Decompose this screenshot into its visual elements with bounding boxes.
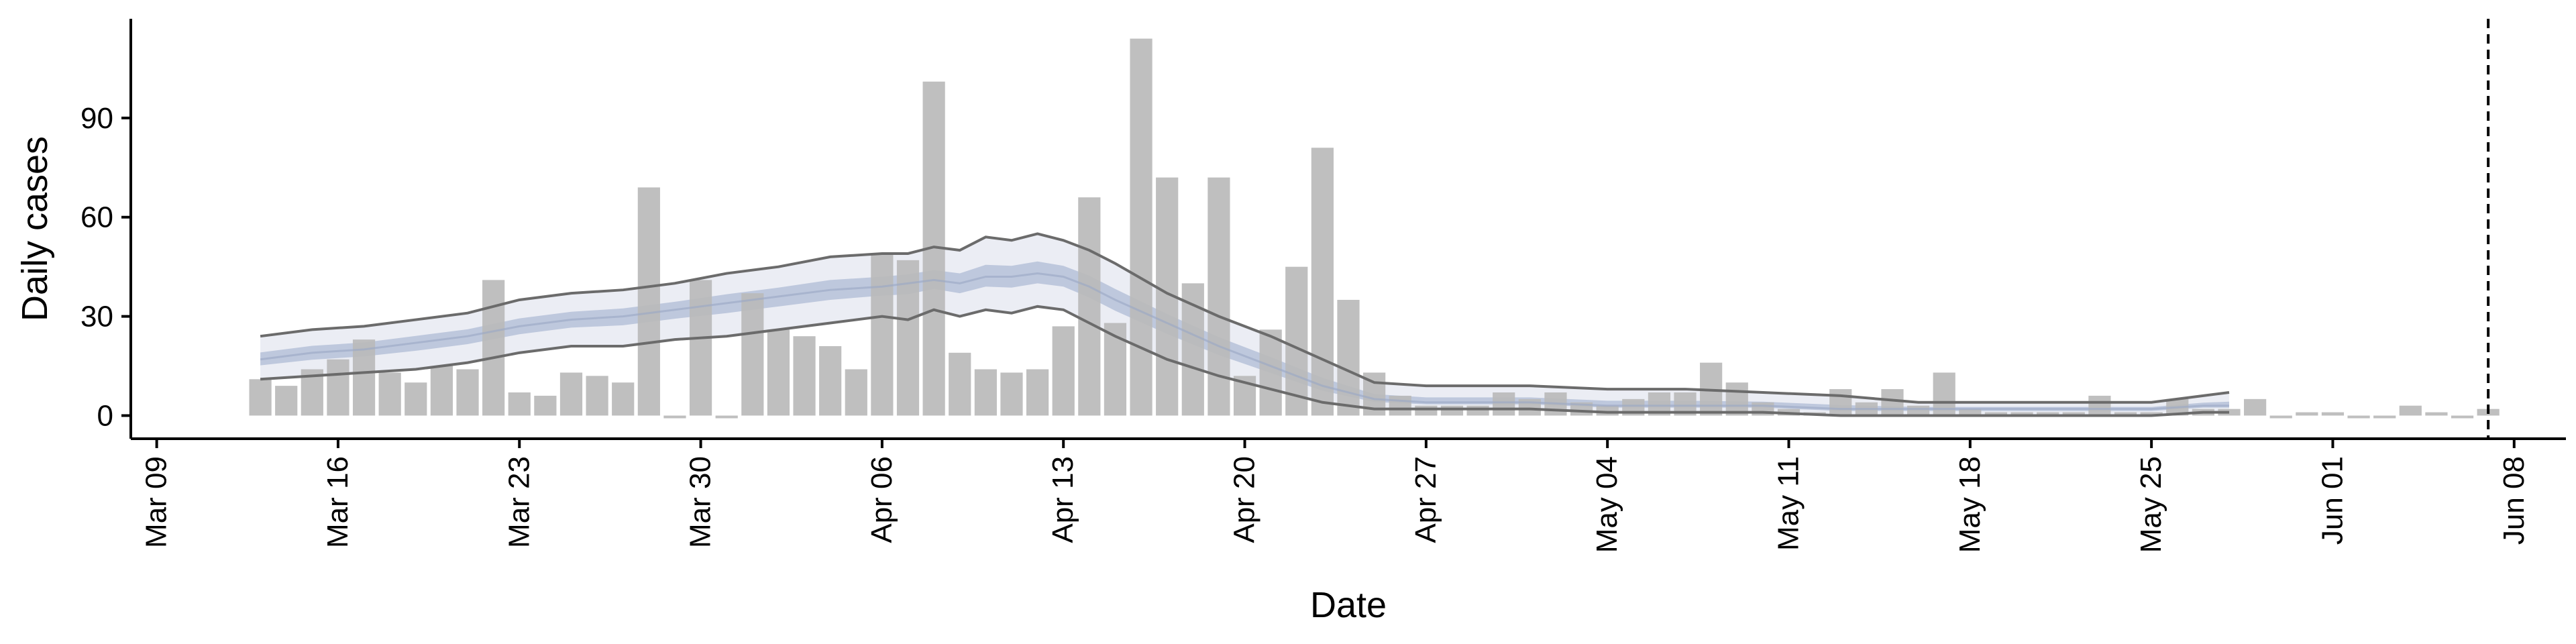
x-tick-label: May 11	[1772, 456, 1805, 551]
bar	[586, 376, 608, 416]
bar-layer	[249, 38, 2500, 419]
outer-interval-band	[260, 233, 2229, 416]
bar	[1959, 409, 1982, 416]
bar	[767, 329, 790, 416]
bar	[2062, 412, 2085, 416]
bar	[1208, 177, 1230, 416]
x-tick-label: Mar 16	[321, 456, 354, 548]
bar	[508, 392, 531, 416]
x-tick-label: Apr 20	[1228, 456, 1261, 543]
bar	[1440, 405, 1464, 416]
bar	[689, 280, 712, 416]
x-tick-label: Mar 09	[140, 456, 173, 548]
axes-layer: Mar 09 Mar 16 Mar 23 Mar 30 Apr 06 Apr 13 Apr …	[80, 19, 2566, 553]
bar	[1725, 382, 1748, 416]
bar	[1829, 389, 1852, 416]
bar	[1984, 412, 2008, 416]
bar	[1881, 389, 1904, 416]
bar	[2425, 412, 2448, 416]
bar	[352, 339, 376, 416]
bar	[2010, 412, 2033, 416]
x-tick-label: May 18	[1953, 456, 1986, 553]
bar	[612, 382, 635, 416]
upper-bound-line	[260, 232, 2230, 404]
x-axis-title: Date	[1310, 585, 1387, 625]
x-tick-label: May 25	[2135, 456, 2167, 553]
bar	[1285, 266, 1308, 416]
bar	[2399, 405, 2422, 416]
bar	[741, 293, 764, 416]
y-axis-ticks: 0 30 60 90	[80, 102, 131, 432]
bar	[2321, 412, 2345, 416]
x-tick-label: May 04	[1591, 456, 1623, 553]
bar	[2140, 412, 2163, 416]
bar	[456, 369, 479, 416]
bar	[819, 345, 842, 416]
bar	[275, 386, 298, 416]
bar	[949, 352, 971, 416]
bar	[2451, 415, 2474, 419]
bar	[1337, 299, 1360, 416]
y-tick-label: 90	[80, 102, 113, 135]
bar	[1078, 197, 1101, 416]
bar	[1000, 372, 1023, 416]
bar	[327, 359, 350, 416]
bar	[2088, 395, 2111, 416]
y-tick-label: 0	[97, 399, 113, 432]
y-axis-title: Daily cases	[15, 136, 55, 321]
bar	[2373, 415, 2396, 419]
x-tick-label: Jun 08	[2498, 456, 2530, 545]
x-tick-label: Mar 30	[684, 456, 717, 548]
bar	[715, 415, 738, 419]
bar	[793, 336, 816, 416]
bar	[482, 280, 505, 416]
bar	[405, 382, 427, 416]
bar	[378, 372, 401, 416]
bar	[2296, 412, 2318, 416]
x-tick-label: Apr 27	[1409, 456, 1442, 543]
bar	[2243, 398, 2267, 416]
x-axis-ticks: Mar 09 Mar 16 Mar 23 Mar 30 Apr 06 Apr 13 Apr …	[140, 439, 2530, 553]
bar	[1026, 369, 1049, 416]
x-tick-label: Apr 06	[865, 456, 898, 543]
bar	[871, 253, 894, 416]
bar	[845, 369, 867, 416]
lower-bound-line	[260, 305, 2229, 417]
x-tick-label: Apr 13	[1046, 456, 1079, 543]
bar	[249, 379, 272, 416]
bar	[430, 366, 453, 416]
line-layer	[260, 232, 2230, 417]
bar	[896, 260, 920, 416]
y-tick-label: 30	[80, 301, 113, 333]
x-tick-label: Jun 01	[2316, 456, 2349, 545]
bar	[1259, 329, 1282, 416]
bar	[1415, 405, 1438, 416]
median-line	[260, 272, 2229, 411]
bar	[1181, 283, 1204, 416]
bar	[663, 415, 686, 419]
bar	[2269, 415, 2292, 419]
y-tick-label: 60	[80, 201, 113, 234]
bar	[559, 372, 583, 416]
bar	[1389, 395, 1411, 416]
bar	[1493, 392, 1515, 416]
bar	[534, 395, 557, 416]
bar	[637, 187, 660, 416]
bar	[2347, 415, 2370, 419]
bar	[2037, 412, 2059, 416]
bar	[2114, 412, 2137, 416]
bar	[1130, 38, 1152, 416]
bar	[974, 369, 997, 416]
x-tick-label: Mar 23	[502, 456, 535, 548]
bar	[1052, 326, 1075, 416]
bar	[1466, 405, 1489, 416]
bar	[1907, 405, 1930, 416]
bar	[1311, 148, 1334, 416]
